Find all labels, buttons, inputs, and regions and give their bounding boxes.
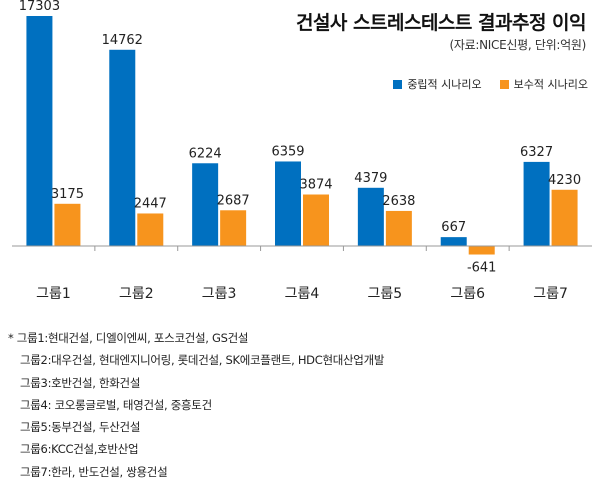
data-label: 14762: [102, 33, 143, 48]
legend-label-conservative: 보수적 시나리오: [513, 78, 588, 91]
bar-chart: 17303 3175 그룹1 14762 2447 그룹2 6224 2687 그룹3 6359 3…: [12, 0, 592, 302]
data-label: -641: [467, 261, 497, 276]
note-line: * 그룹1:현대건설, 디엘이엔씨, 포스코건설, GS건설: [8, 331, 249, 345]
note-line: 그룹4: 코오롱글로벌, 태영건설, 중흥토건: [20, 397, 212, 412]
data-label: 17303: [19, 0, 60, 14]
legend-item-conservative: 보수적 시나리오: [499, 76, 588, 92]
chart-legend: 중립적 시나리오 보수적 시나리오: [393, 76, 588, 92]
bar: [26, 16, 53, 246]
bar: [357, 187, 384, 246]
note-line: 그룹7:한라, 반도건설, 쌍용건설: [20, 464, 168, 479]
note-line: 그룹2:대우건설, 현대엔지니어링, 롯데건설, SK에코플랜트, HDC현대산…: [20, 353, 385, 368]
bar: [303, 194, 329, 246]
category-label: 그룹2: [119, 286, 154, 302]
category-label: 그룹4: [285, 286, 320, 302]
bar: [109, 49, 136, 247]
note-line: 그룹3:호반건설, 한화건설: [20, 375, 141, 390]
data-label: 2687: [217, 193, 250, 208]
bar: [137, 213, 164, 246]
group-notes: * 그룹1:현대건설, 디엘이엔씨, 포스코건설, GS건설 그룹2:대우건설,…: [8, 327, 593, 483]
bar: [192, 163, 219, 246]
data-label: 4230: [548, 173, 581, 188]
bar: [275, 161, 301, 246]
chart-subtitle: (자료:NICE신평, 단위:억원): [449, 38, 587, 52]
bar: [385, 210, 412, 246]
data-label: 4379: [354, 171, 387, 186]
bar: [551, 189, 578, 246]
category-label: 그룹7: [533, 286, 568, 302]
legend-label-base: 중립적 시나리오: [407, 78, 482, 91]
note-line: 그룹6:KCC건설,호반산업: [20, 442, 139, 457]
legend-item-base: 중립적 시나리오: [393, 76, 482, 92]
category-label: 그룹1: [36, 286, 71, 302]
data-label: 6359: [271, 144, 304, 159]
bar: [220, 210, 247, 246]
data-label: 2447: [134, 196, 167, 211]
data-label: 3175: [51, 187, 84, 202]
bar: [468, 246, 495, 255]
category-label: 그룹3: [202, 286, 237, 302]
legend-swatch-conservative: [499, 79, 509, 89]
data-label: 6224: [189, 146, 222, 161]
category-label: 그룹5: [368, 286, 403, 302]
data-label: 6327: [520, 145, 553, 160]
data-label: 2638: [382, 194, 415, 209]
data-label: 667: [441, 220, 466, 235]
note-line: 그룹5:동부건설, 두산건설: [20, 420, 141, 435]
bar: [440, 237, 467, 246]
chart-title: 건설사 스트레스테스트 결과추정 이익: [295, 12, 587, 34]
data-label: 3874: [299, 178, 332, 193]
category-label: 그룹6: [450, 286, 485, 302]
bar: [523, 161, 550, 246]
legend-swatch-base: [393, 79, 403, 89]
bar: [54, 203, 81, 246]
